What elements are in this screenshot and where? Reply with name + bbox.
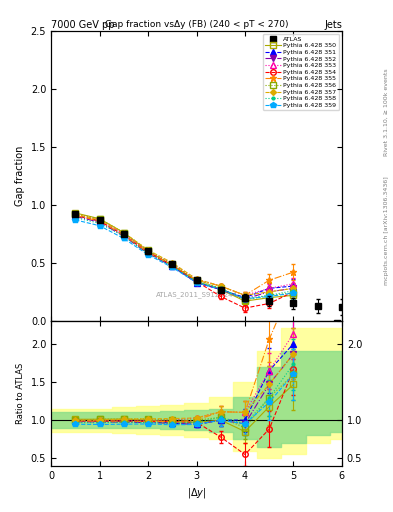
Title: Gap fraction vsΔy (FB) (240 < pT < 270): Gap fraction vsΔy (FB) (240 < pT < 270) xyxy=(105,19,288,29)
Text: Rivet 3.1.10, ≥ 100k events: Rivet 3.1.10, ≥ 100k events xyxy=(384,69,389,157)
Text: mcplots.cern.ch [arXiv:1306.3436]: mcplots.cern.ch [arXiv:1306.3436] xyxy=(384,176,389,285)
Legend: ATLAS, Pythia 6.428 350, Pythia 6.428 351, Pythia 6.428 352, Pythia 6.428 353, P: ATLAS, Pythia 6.428 350, Pythia 6.428 35… xyxy=(263,34,339,111)
Y-axis label: Gap fraction: Gap fraction xyxy=(15,145,25,206)
X-axis label: $|\Delta y|$: $|\Delta y|$ xyxy=(187,486,206,500)
Text: Jets: Jets xyxy=(324,20,342,31)
Text: 7000 GeV pp: 7000 GeV pp xyxy=(51,20,115,31)
Y-axis label: Ratio to ATLAS: Ratio to ATLAS xyxy=(16,363,25,424)
Text: ATLAS_2011_S9126244: ATLAS_2011_S9126244 xyxy=(156,291,237,297)
